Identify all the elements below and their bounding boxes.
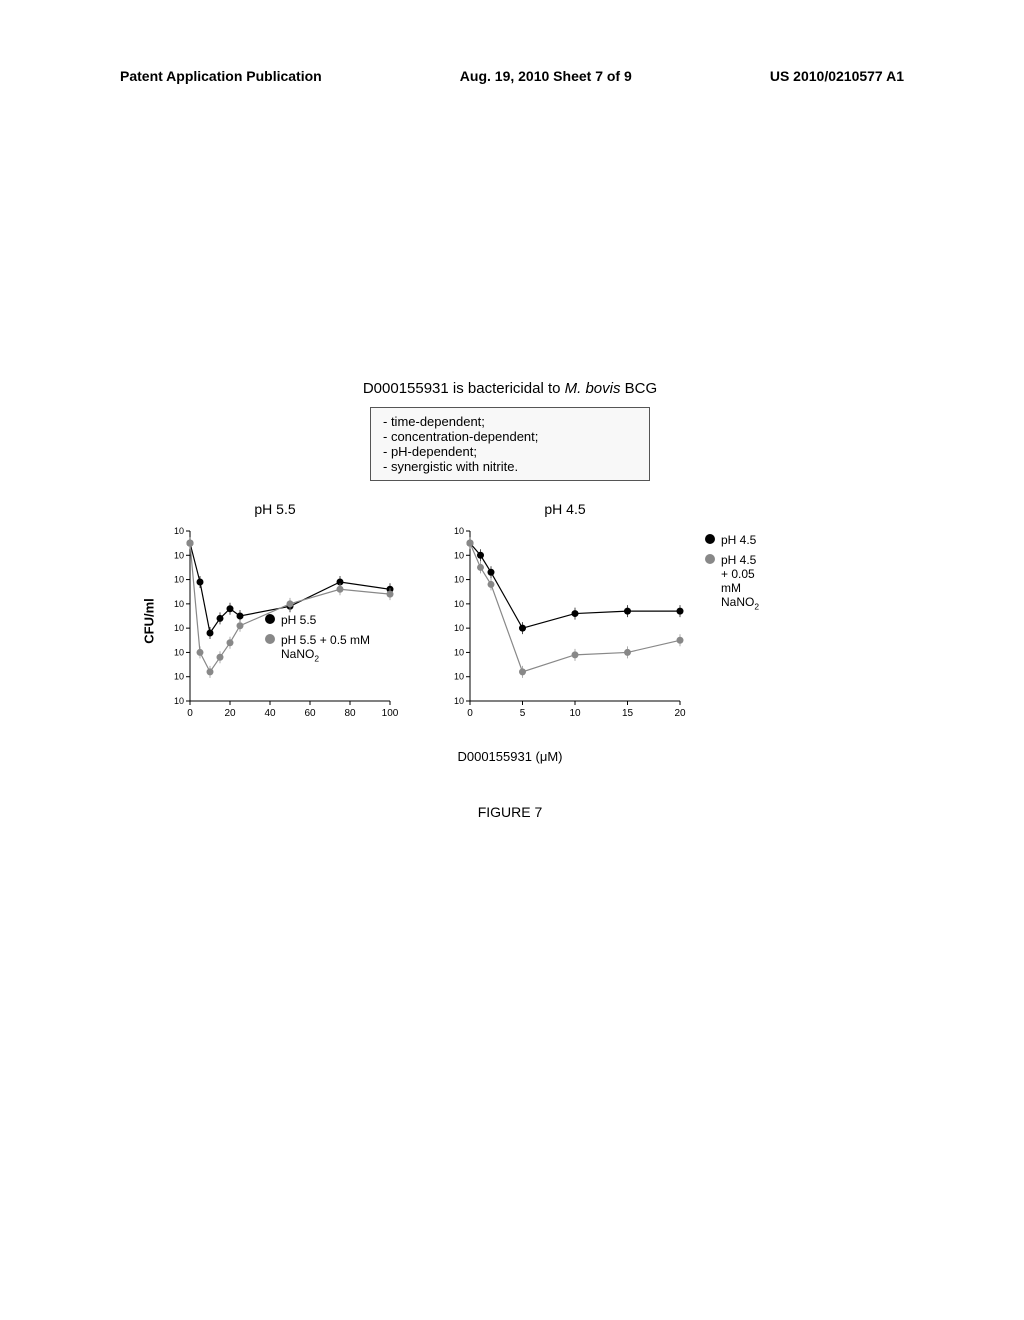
- figure-7: D000155931 is bactericidal to M. bovis B…: [150, 380, 870, 820]
- svg-text:10: 10: [454, 696, 464, 706]
- legend-marker: [265, 634, 275, 644]
- svg-text:10: 10: [174, 672, 184, 682]
- properties-box: - time-dependent; - concentration-depend…: [370, 407, 650, 481]
- svg-text:10: 10: [174, 599, 184, 609]
- legend-marker: [265, 614, 275, 624]
- svg-text:10: 10: [174, 623, 184, 633]
- figure-title: D000155931 is bactericidal to M. bovis B…: [150, 380, 870, 397]
- legend-label: pH 5.5: [281, 613, 316, 627]
- svg-text:10: 10: [454, 550, 464, 560]
- legend-item: pH 5.5 + 0.5 mM NaNO2: [265, 631, 400, 663]
- chart-left-legend: pH 5.5 pH 5.5 + 0.5 mM NaNO2: [265, 611, 400, 667]
- prop-item: - concentration-dependent;: [383, 429, 637, 444]
- svg-text:10: 10: [454, 623, 464, 633]
- chart-right: pH 4.5 101010101010101005101520 pH 4.5pH…: [440, 501, 690, 741]
- svg-text:0: 0: [187, 708, 193, 719]
- legend-label: pH 4.5: [721, 533, 756, 547]
- svg-text:10: 10: [174, 575, 184, 585]
- header-center: Aug. 19, 2010 Sheet 7 of 9: [460, 68, 632, 84]
- xaxis-label: D000155931 (μM): [150, 749, 870, 764]
- svg-text:10: 10: [174, 526, 184, 536]
- page-header: Patent Application Publication Aug. 19, …: [0, 68, 1024, 84]
- svg-text:10: 10: [454, 599, 464, 609]
- svg-text:10: 10: [454, 647, 464, 657]
- prop-item: - pH-dependent;: [383, 444, 637, 459]
- chart-left: CFU/ml pH 5.5 10101010101010100204060801…: [150, 501, 400, 741]
- svg-text:10: 10: [174, 696, 184, 706]
- chart-right-title: pH 4.5: [440, 501, 690, 517]
- legend-marker: [705, 534, 715, 544]
- svg-text:10: 10: [454, 575, 464, 585]
- svg-text:20: 20: [224, 708, 236, 719]
- header-left: Patent Application Publication: [120, 68, 322, 84]
- svg-text:10: 10: [569, 708, 581, 719]
- chart-right-svg: 101010101010101005101520: [440, 521, 690, 741]
- svg-text:10: 10: [174, 550, 184, 560]
- header-right: US 2010/0210577 A1: [770, 68, 904, 84]
- svg-text:100: 100: [382, 708, 399, 719]
- svg-text:15: 15: [622, 708, 634, 719]
- legend-item: pH 5.5: [265, 611, 400, 627]
- legend-label: pH 4.5 + 0.05 mM NaNO2: [721, 553, 759, 611]
- svg-text:10: 10: [454, 672, 464, 682]
- prop-item: - time-dependent;: [383, 414, 637, 429]
- legend-item: pH 4.5: [705, 531, 759, 547]
- svg-text:0: 0: [467, 708, 473, 719]
- yaxis-label: CFU/ml: [141, 598, 156, 644]
- svg-text:5: 5: [520, 708, 526, 719]
- legend-item: pH 4.5 + 0.05 mM NaNO2: [705, 551, 759, 611]
- svg-text:40: 40: [264, 708, 276, 719]
- chart-row: CFU/ml pH 5.5 10101010101010100204060801…: [150, 501, 870, 741]
- svg-text:80: 80: [344, 708, 356, 719]
- figure-caption: FIGURE 7: [150, 804, 870, 820]
- svg-text:60: 60: [304, 708, 316, 719]
- legend-marker: [705, 554, 715, 564]
- svg-text:10: 10: [174, 647, 184, 657]
- svg-text:20: 20: [674, 708, 686, 719]
- svg-text:10: 10: [454, 526, 464, 536]
- prop-item: - synergistic with nitrite.: [383, 459, 637, 474]
- legend-label: pH 5.5 + 0.5 mM NaNO2: [281, 633, 400, 663]
- chart-left-title: pH 5.5: [150, 501, 400, 517]
- chart-right-legend: pH 4.5 pH 4.5 + 0.05 mM NaNO2: [705, 531, 759, 615]
